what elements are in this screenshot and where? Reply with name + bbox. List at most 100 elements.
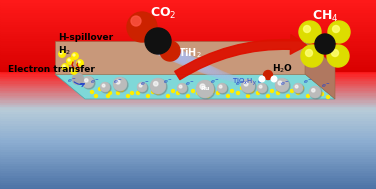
- Circle shape: [137, 82, 147, 92]
- Circle shape: [161, 86, 165, 90]
- Circle shape: [266, 94, 270, 98]
- Bar: [0, 70, 376, 73]
- Bar: [0, 15, 376, 19]
- Bar: [0, 141, 376, 144]
- Circle shape: [286, 94, 290, 98]
- Bar: [0, 86, 376, 90]
- Bar: [0, 30, 376, 33]
- Text: e$^-$: e$^-$: [235, 80, 245, 88]
- Text: e$^-$: e$^-$: [140, 80, 150, 88]
- Circle shape: [145, 28, 171, 54]
- Circle shape: [326, 95, 330, 99]
- Circle shape: [186, 94, 190, 98]
- Bar: [0, 160, 376, 163]
- Circle shape: [244, 82, 248, 86]
- Bar: [0, 9, 376, 12]
- Bar: [0, 98, 376, 102]
- Bar: [0, 4, 376, 7]
- Text: H$_2$: H$_2$: [58, 45, 71, 57]
- Circle shape: [60, 52, 62, 54]
- Circle shape: [257, 83, 267, 93]
- Circle shape: [197, 81, 215, 99]
- Bar: [0, 103, 376, 106]
- Bar: [0, 110, 376, 113]
- Circle shape: [85, 79, 88, 82]
- Circle shape: [181, 86, 185, 90]
- Bar: [0, 42, 376, 45]
- Circle shape: [250, 89, 254, 93]
- Bar: [0, 155, 376, 158]
- Circle shape: [276, 91, 280, 95]
- Text: e$^-$: e$^-$: [163, 78, 173, 86]
- Text: CO$_2$: CO$_2$: [150, 5, 176, 21]
- Bar: [0, 58, 376, 61]
- Bar: [0, 146, 376, 149]
- Circle shape: [256, 91, 260, 95]
- Circle shape: [219, 85, 222, 88]
- Bar: [0, 46, 376, 50]
- Circle shape: [72, 69, 74, 71]
- Bar: [0, 49, 376, 52]
- Circle shape: [299, 21, 321, 43]
- Bar: [0, 23, 376, 26]
- Bar: [0, 89, 376, 92]
- Bar: [0, 119, 376, 123]
- Circle shape: [258, 84, 268, 94]
- Circle shape: [106, 94, 110, 98]
- Circle shape: [293, 83, 303, 93]
- Bar: [0, 34, 376, 38]
- Text: e$^-$: e$^-$: [185, 80, 195, 88]
- Circle shape: [130, 91, 134, 95]
- Circle shape: [301, 45, 323, 67]
- Bar: [0, 39, 376, 43]
- Bar: [0, 157, 376, 161]
- Bar: [0, 183, 376, 187]
- Bar: [0, 67, 376, 71]
- Bar: [0, 169, 376, 172]
- Bar: [0, 171, 376, 175]
- Circle shape: [278, 81, 282, 85]
- Circle shape: [332, 26, 340, 33]
- Circle shape: [176, 91, 180, 95]
- Circle shape: [316, 91, 320, 95]
- Circle shape: [280, 86, 284, 90]
- Circle shape: [131, 16, 141, 26]
- Circle shape: [139, 84, 142, 87]
- Bar: [0, 122, 376, 125]
- Bar: [0, 72, 376, 76]
- Bar: [0, 127, 376, 130]
- Circle shape: [101, 83, 111, 93]
- Circle shape: [160, 41, 180, 61]
- Bar: [0, 176, 376, 180]
- Bar: [0, 82, 376, 85]
- Bar: [0, 101, 376, 104]
- Bar: [0, 84, 376, 87]
- Circle shape: [196, 80, 214, 98]
- Bar: [0, 25, 376, 28]
- Text: TiO$_x$H$_y$: TiO$_x$H$_y$: [232, 76, 258, 88]
- Circle shape: [236, 91, 240, 95]
- Circle shape: [200, 84, 205, 89]
- Bar: [0, 164, 376, 168]
- Circle shape: [120, 88, 124, 92]
- Circle shape: [294, 84, 304, 94]
- Bar: [0, 143, 376, 146]
- Circle shape: [211, 89, 215, 93]
- Bar: [0, 138, 376, 142]
- Bar: [0, 65, 376, 69]
- Circle shape: [246, 94, 250, 98]
- Circle shape: [309, 86, 321, 98]
- Circle shape: [320, 92, 324, 96]
- Circle shape: [114, 78, 128, 92]
- Circle shape: [226, 94, 230, 98]
- Circle shape: [83, 77, 95, 89]
- Bar: [0, 6, 376, 9]
- Bar: [0, 153, 376, 156]
- Circle shape: [312, 89, 315, 92]
- Circle shape: [296, 91, 300, 95]
- Circle shape: [166, 94, 170, 98]
- Text: e$^-$: e$^-$: [257, 78, 267, 86]
- Text: e$^-$: e$^-$: [113, 78, 123, 86]
- Bar: [0, 32, 376, 36]
- Circle shape: [201, 86, 205, 90]
